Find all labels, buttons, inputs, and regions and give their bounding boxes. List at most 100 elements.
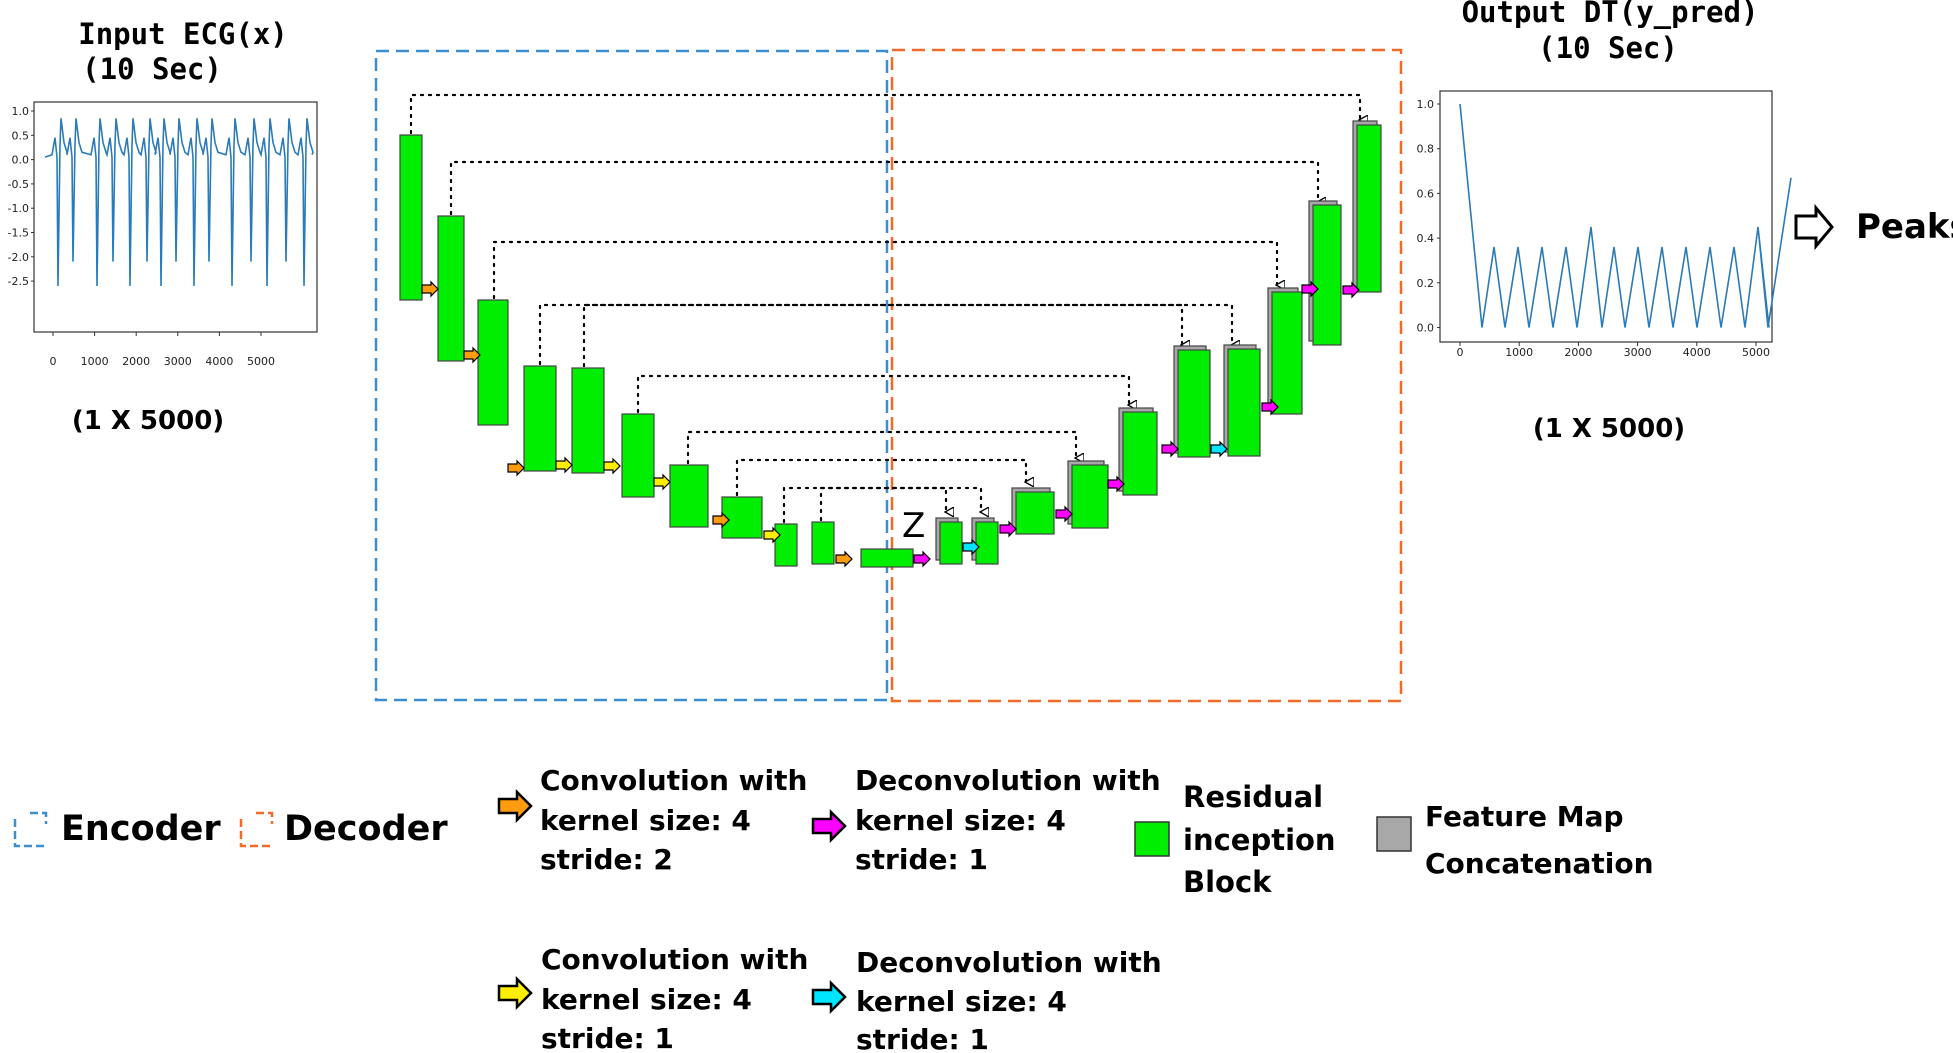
deconv-magenta-arrow: [999, 520, 1017, 538]
residual-block: [774, 523, 798, 567]
y-tick-label: -2.5: [8, 275, 29, 288]
output-shape-label: (1 X 5000): [1533, 414, 1685, 444]
deconv-magenta-arrow: [1107, 475, 1125, 493]
conv-stride1-arrow: [653, 473, 671, 491]
conv-stride2-arrow: [712, 511, 730, 529]
deconv-cyan-arrow: [962, 538, 980, 556]
output-title: Output DT(y_pred): [1462, 0, 1759, 29]
residual-line1: Residual: [1183, 780, 1323, 814]
residual-block: [975, 521, 999, 565]
bottleneck-z-label: Z: [902, 506, 925, 546]
input-subtitle: (10 Sec): [82, 52, 222, 86]
output-dt-plot: 1.0 0.8 0.6 0.4 0.2 0.0 0 1000 2000 3000 4000 5000: [1417, 90, 1792, 359]
cyan-arrow-icon: [811, 979, 847, 1015]
gray-block-swatch-icon: [1376, 816, 1412, 852]
legend: Encoder Decoder Convolution with kernel …: [13, 764, 1654, 1053]
conv-stride2-arrow: [507, 459, 525, 477]
deconv-m-line1: Deconvolution with: [855, 764, 1161, 797]
conv-stride1-arrow: [603, 457, 621, 475]
legend-conv-stride2: Convolution with kernel size: 4 stride: …: [497, 764, 807, 876]
conv-stride2-arrow: [421, 280, 439, 298]
y-tick-label: 0.5: [12, 129, 30, 142]
x-tick-label: 3000: [164, 355, 192, 368]
conv-s1-line1: Convolution with: [541, 943, 808, 976]
conv-s1-line2: kernel size: 4: [541, 983, 752, 1016]
residual-block: [1271, 291, 1303, 415]
residual-block: [621, 413, 655, 498]
residual-block: [1177, 349, 1211, 458]
y-tick-label: 0.8: [1417, 143, 1435, 156]
deconv-c-line3: stride: 1: [856, 1023, 989, 1053]
dt-signal-line: [1459, 103, 1792, 328]
residual-block: [669, 464, 709, 528]
skip-connections: [409, 93, 1360, 524]
skip-connection-line: [782, 486, 981, 524]
decoder-swatch-icon: [239, 811, 274, 848]
legend-feature-concat: Feature Map Concatenation: [1376, 800, 1654, 880]
skip-connection-line: [582, 303, 1182, 368]
y-tick-label: -2.0: [8, 251, 29, 264]
residual-block: [939, 521, 963, 565]
legend-residual-block: Residual inception Block: [1134, 780, 1336, 899]
operation-arrows: [421, 280, 1360, 568]
residual-line2: inception: [1183, 823, 1336, 857]
legend-deconv-cyan: Deconvolution with kernel size: 4 stride…: [811, 946, 1162, 1053]
legend-decoder-label: Decoder: [284, 809, 448, 849]
residual-block: [437, 215, 465, 362]
y-tick-label: 0.0: [12, 154, 30, 167]
residual-block: [1015, 491, 1055, 535]
legend-decoder: Decoder: [239, 809, 448, 849]
green-block-swatch-icon: [1134, 821, 1170, 857]
residual-block: [811, 521, 835, 565]
magenta-arrow-icon: [811, 808, 847, 844]
encoder-blocks: [399, 134, 914, 568]
conv-stride1-arrow: [555, 456, 573, 474]
skip-connection-line: [819, 486, 946, 522]
y-tick-label: 0.2: [1417, 277, 1435, 290]
residual-block: [1356, 124, 1382, 293]
deconv-c-line2: kernel size: 4: [856, 985, 1067, 1018]
deconv-magenta-arrow: [1301, 280, 1319, 298]
conv-s1-line3: stride: 1: [541, 1022, 674, 1053]
ecg-signal-line: [44, 118, 314, 286]
x-tick-label: 4000: [205, 355, 233, 368]
residual-line3: Block: [1183, 865, 1272, 899]
input-title: Input ECG(x): [78, 17, 288, 51]
conv-stride1-arrow: [763, 526, 781, 544]
x-tick-label: 5000: [247, 355, 275, 368]
skip-connection-line: [686, 430, 1076, 465]
yellow-arrow-icon: [497, 975, 533, 1011]
skip-connection-line: [449, 160, 1318, 216]
y-tick-label: 0.6: [1417, 187, 1435, 200]
deconv-c-line1: Deconvolution with: [856, 946, 1162, 979]
residual-block: [399, 134, 423, 301]
x-tick-label: 0: [50, 355, 57, 368]
decoder-blocks: [935, 120, 1382, 565]
input-x-ticks: 0 1000 2000 3000 4000 5000: [50, 332, 275, 368]
residual-block: [477, 299, 509, 426]
residual-block: [1312, 204, 1342, 346]
input-shape-label: (1 X 5000): [72, 406, 224, 436]
input-ecg-plot: 1.0 0.5 0.0 -0.5 -1.0 -1.5 -2.0 -2.5 0 1000 2000 3…: [8, 101, 318, 368]
input-y-ticks: 1.0 0.5 0.0 -0.5 -1.0 -1.5 -2.0 -2.5: [8, 105, 34, 288]
residual-block: [1227, 348, 1261, 457]
output-subtitle: (10 Sec): [1538, 31, 1678, 65]
skip-connection-line: [409, 93, 1360, 135]
legend-conv-stride1: Convolution with kernel size: 4 stride: …: [497, 943, 808, 1053]
x-tick-label: 2000: [122, 355, 150, 368]
skip-connection-line: [538, 303, 1232, 366]
x-tick-label: 5000: [1742, 346, 1770, 359]
output-x-ticks: 0 1000 2000 3000 4000 5000: [1457, 342, 1770, 359]
y-tick-label: 0.0: [1417, 322, 1435, 335]
skip-connection-line: [492, 240, 1277, 300]
y-tick-label: 1.0: [12, 105, 30, 118]
conv-stride2-arrow: [463, 346, 481, 364]
y-tick-label: -1.5: [8, 227, 29, 240]
orange-arrow-icon: [497, 788, 533, 824]
x-tick-label: 1000: [1505, 346, 1533, 359]
peaks-arrow-icon: [1794, 203, 1834, 251]
deconv-m-line3: stride: 1: [855, 843, 988, 876]
deconv-magenta-arrow: [1342, 281, 1360, 299]
y-tick-label: 0.4: [1417, 232, 1435, 245]
